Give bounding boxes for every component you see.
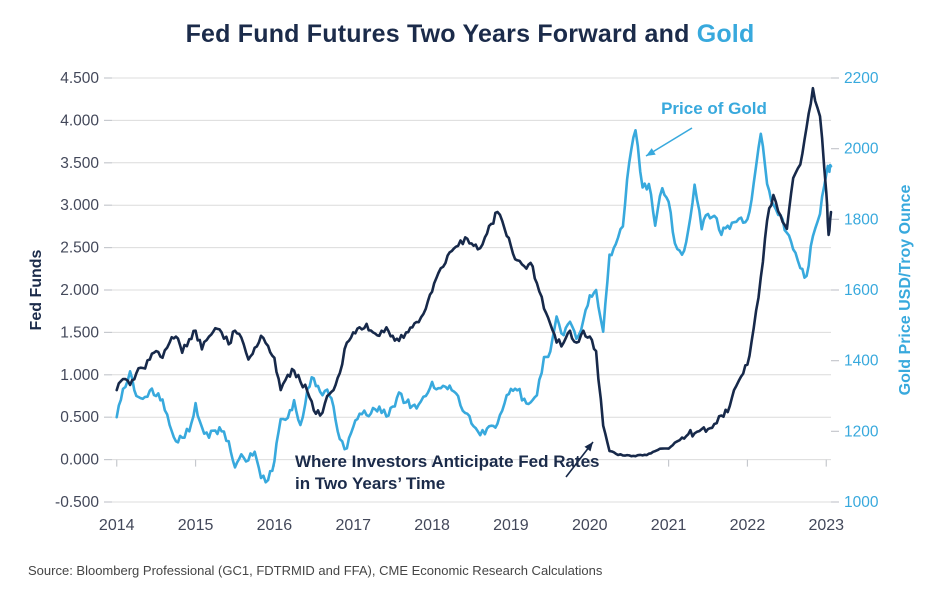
annotation-fed-rates-line1: Where Investors Anticipate Fed Rates [295, 452, 600, 471]
right-axis-tick-label: 2200 [844, 70, 879, 87]
annotation-fed-rates-line2: in Two Years’ Time [295, 474, 446, 493]
left-axis-tick-label: 0.000 [60, 452, 99, 469]
right-axis-tick-label: 1200 [844, 423, 879, 440]
x-axis-tick-label: 2022 [730, 517, 766, 534]
left-axis-tick-label: -0.500 [55, 494, 99, 511]
x-axis-tick-label: 2016 [257, 517, 293, 534]
right-axis-tick-label: 1400 [844, 353, 879, 370]
left-axis-tick-label: 0.500 [60, 409, 99, 426]
source-note: Source: Bloomberg Professional (GC1, FDT… [28, 563, 603, 578]
left-axis-tick-label: 2.500 [60, 240, 99, 257]
x-axis-tick-label: 2019 [493, 517, 529, 534]
right-axis-tick-label: 1800 [844, 211, 879, 228]
x-axis-tick-label: 2018 [414, 517, 450, 534]
left-axis-tick-label: 4.000 [60, 112, 99, 129]
right-axis-tick-label: 2000 [844, 141, 879, 158]
left-axis-tick-label: 1.000 [60, 367, 99, 384]
fed-funds-series-line [115, 86, 833, 458]
price-of-gold-arrow-head [646, 148, 656, 156]
gold-price-series-line [115, 129, 833, 484]
right-axis-tick-label: 1000 [844, 494, 879, 511]
left-axis-tick-label: 3.000 [60, 197, 99, 214]
left-axis-tick-label: 2.000 [60, 282, 99, 299]
x-axis-tick-label: 2023 [808, 517, 844, 534]
x-axis-tick-label: 2021 [651, 517, 687, 534]
page-title: Fed Fund Futures Two Years Forward and G… [0, 20, 940, 49]
left-axis-tick-label: 4.500 [60, 70, 99, 87]
page-title-gold-highlight: Gold [696, 20, 755, 48]
page-title-main: Fed Fund Futures Two Years Forward and [185, 20, 697, 48]
left-axis-tick-label: 1.500 [60, 324, 99, 341]
x-axis-tick-label: 2015 [178, 517, 214, 534]
annotation-fed-rates: Where Investors Anticipate Fed Rates in … [295, 451, 600, 495]
x-axis-tick-label: 2020 [572, 517, 608, 534]
annotation-price-of-gold: Price of Gold [661, 99, 767, 118]
right-axis-tick-label: 1600 [844, 282, 879, 299]
x-axis-tick-label: 2017 [335, 517, 371, 534]
x-axis-tick-label: 2014 [99, 517, 135, 534]
fed-rates-arrow-head [584, 442, 593, 452]
left-axis-tick-label: 3.500 [60, 155, 99, 172]
